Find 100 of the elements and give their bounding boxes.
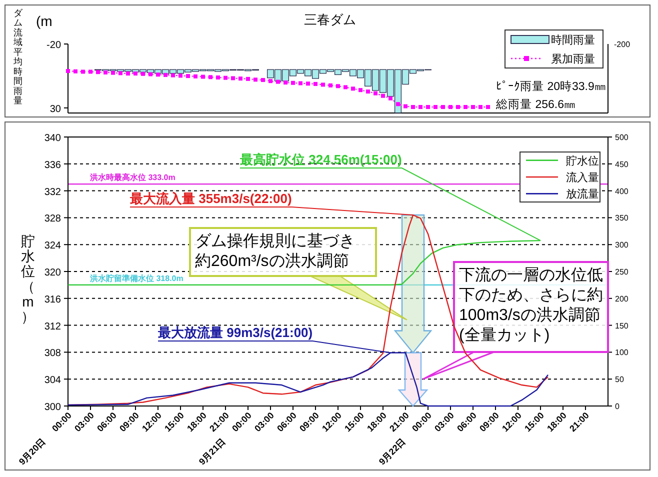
point xyxy=(208,75,212,80)
point xyxy=(74,69,78,74)
point xyxy=(441,105,445,109)
point xyxy=(366,90,370,94)
point xyxy=(351,86,355,91)
point xyxy=(471,105,475,109)
text: -200 xyxy=(614,40,631,49)
point xyxy=(201,74,205,79)
y-tick-label: 320 xyxy=(44,268,62,278)
y-tick-label: 324 xyxy=(44,240,62,252)
point xyxy=(358,88,362,92)
text: ダム流域平均時間雨量 xyxy=(14,8,22,106)
point xyxy=(284,80,288,85)
point xyxy=(254,78,258,82)
point xyxy=(194,74,198,78)
point xyxy=(306,82,310,86)
legend-label: 流入量 xyxy=(566,171,599,184)
point xyxy=(374,91,378,96)
point xyxy=(276,80,280,84)
point xyxy=(171,73,175,78)
point xyxy=(418,105,422,109)
y2-tick-label: 100 xyxy=(615,348,629,358)
legend: 累加雨量 xyxy=(511,54,595,66)
text: 9月22日 xyxy=(376,436,408,467)
point xyxy=(104,70,108,74)
y-axis-title: 貯水位（m） xyxy=(21,233,35,325)
ref-line-label: 洪水貯留準備水位 318.0m xyxy=(89,274,184,283)
point xyxy=(336,84,340,88)
point xyxy=(96,70,100,74)
point xyxy=(66,69,70,73)
y2-tick-label: 500 xyxy=(615,133,629,142)
y2-tick-label: 450 xyxy=(615,160,629,169)
point xyxy=(434,105,438,109)
y-tick-label: -20 xyxy=(46,40,62,51)
point xyxy=(141,72,145,76)
y-tick-label: 300 xyxy=(44,402,62,413)
y-tick-label: 328 xyxy=(44,214,62,225)
legend-label: 貯水位 xyxy=(566,154,599,168)
point xyxy=(426,105,430,109)
point xyxy=(231,76,235,80)
point xyxy=(88,70,92,74)
point xyxy=(388,96,392,100)
text: 9月21日 xyxy=(196,436,228,467)
y-tick-label: 332 xyxy=(44,186,62,198)
point xyxy=(411,105,415,109)
y2-tick-label: 250 xyxy=(615,268,629,276)
y-tick-label: 312 xyxy=(44,321,62,332)
point xyxy=(321,82,325,87)
point xyxy=(148,72,152,76)
point xyxy=(314,82,318,86)
annotation: ﾋﾟｰｸ雨量 20時33.9㎜ xyxy=(496,80,606,93)
point xyxy=(396,102,400,106)
point xyxy=(486,105,490,109)
annotation: 最高貯水位 324.56m(15:00) xyxy=(239,152,402,167)
point xyxy=(111,70,115,75)
y2-tick-label: 350 xyxy=(615,214,629,223)
point xyxy=(164,72,168,77)
annotation: 下流の一層の水位低下のため、さらに約100m3/sの洪水調節(全量カット) xyxy=(459,266,603,344)
chart-title: 三春ダム xyxy=(304,12,356,27)
y-tick-label: 316 xyxy=(44,294,62,306)
annotation: ダム操作規則に基づき約260m³/sの洪水調節 xyxy=(195,232,355,270)
y2-tick-label: 300 xyxy=(615,240,629,250)
point xyxy=(261,78,265,82)
y-tick-label: 304 xyxy=(44,375,62,386)
point xyxy=(268,79,272,84)
annotation: 最大流入量 355m3/s(22:00) xyxy=(129,191,292,206)
point xyxy=(448,105,452,109)
point xyxy=(216,75,220,80)
ref-line-label: 洪水時最高水位 333.0m xyxy=(89,172,176,182)
y-tick-label: 308 xyxy=(44,348,62,360)
y2-tick-label: 50 xyxy=(615,375,624,384)
text: (m xyxy=(36,13,52,29)
point xyxy=(328,83,332,88)
y-tick-label: 30 xyxy=(50,104,62,115)
point xyxy=(224,76,228,80)
point xyxy=(464,105,468,109)
point xyxy=(298,81,302,86)
point xyxy=(81,70,85,74)
point xyxy=(186,74,190,78)
legend-label: 時間雨量 xyxy=(551,34,595,46)
point xyxy=(291,80,295,85)
point xyxy=(404,104,408,108)
point xyxy=(118,71,122,76)
point xyxy=(134,72,138,76)
legend-label: 放流量 xyxy=(566,188,599,201)
point xyxy=(344,85,348,90)
point xyxy=(178,74,182,78)
annotation: 最大放流量 99m3/s(21:00) xyxy=(157,325,313,340)
y2-tick-label: 0 xyxy=(615,402,620,411)
point xyxy=(126,72,130,76)
legend-label: 累加雨量 xyxy=(551,52,595,66)
text: 9月20日 xyxy=(16,436,48,467)
y2-tick-label: 150 xyxy=(615,321,629,330)
y2-tick-label: 400 xyxy=(615,186,629,196)
point xyxy=(246,76,250,81)
point xyxy=(381,94,385,98)
point xyxy=(156,72,160,77)
y-tick-label: 340 xyxy=(44,133,62,144)
point xyxy=(238,76,242,81)
point xyxy=(478,105,482,109)
